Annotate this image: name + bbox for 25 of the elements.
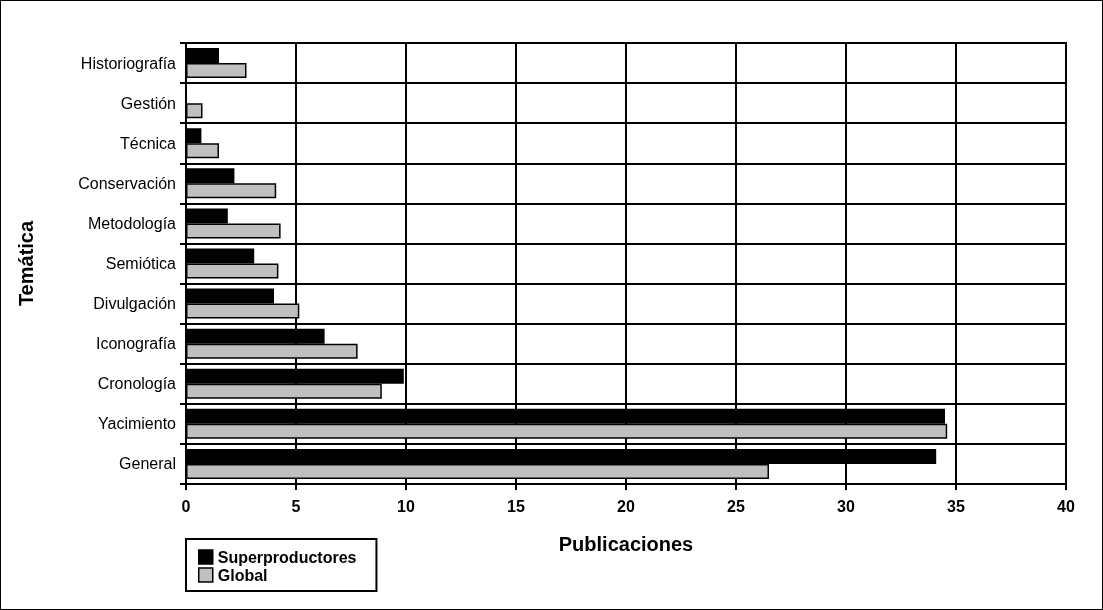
- x-tick-label: 25: [727, 497, 745, 515]
- y-tick-label: Divulgación: [93, 295, 176, 313]
- legend-label: Global: [217, 566, 268, 584]
- y-tick-label: Cronología: [97, 375, 177, 393]
- y-tick-label: Semiótica: [105, 255, 177, 272]
- y-tick-label: Técnica: [119, 134, 177, 152]
- y-tick-label: Iconografía: [95, 335, 177, 353]
- legend-label: Superproductores: [217, 548, 357, 566]
- x-tick-label: 0: [181, 497, 191, 515]
- y-tick-label: Conservación: [78, 174, 176, 192]
- x-tick-label: 40: [1057, 497, 1075, 515]
- x-tick-label: 20: [617, 497, 635, 515]
- y-tick-label: Yacimiento: [98, 415, 177, 433]
- bar: [186, 103, 203, 119]
- y-tick-label: Gestión: [120, 94, 176, 112]
- x-tick-label: 30: [837, 497, 855, 515]
- x-tick-label: 5: [291, 497, 301, 515]
- y-tick-label: General: [119, 455, 176, 473]
- y-tick-label: Historiografía: [80, 54, 177, 72]
- x-tick-label: 10: [397, 497, 415, 515]
- x-tick-label: 35: [947, 497, 965, 515]
- y-tick-label: Metodología: [87, 214, 177, 232]
- x-tick-label: 15: [507, 497, 525, 515]
- y-axis-title: Temática: [15, 220, 37, 307]
- x-axis-title: Publicaciones: [558, 533, 694, 555]
